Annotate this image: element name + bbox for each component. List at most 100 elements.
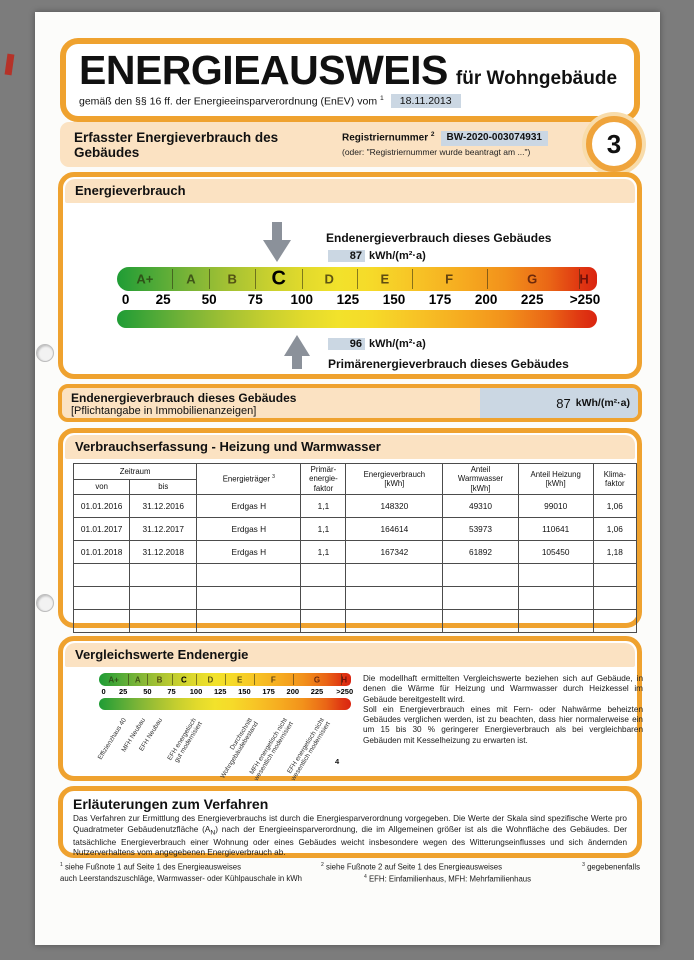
table-row bbox=[72, 563, 638, 588]
end-band-title: Endenergieverbrauch dieses Gebäudes bbox=[71, 391, 297, 405]
table-cell: 01.01.2018 bbox=[72, 540, 131, 565]
class-divider bbox=[209, 269, 211, 289]
class-divider bbox=[147, 674, 149, 685]
footnote-ref-4: 4 bbox=[335, 757, 340, 766]
scale-tick: 175 bbox=[428, 292, 452, 307]
energy-class-c: C bbox=[181, 675, 187, 684]
scale-tick: 200 bbox=[474, 292, 498, 307]
primary-energy-value-field: 96 bbox=[328, 338, 365, 350]
class-divider bbox=[341, 674, 343, 685]
section-header: Verbrauchserfassung - Heizung und Warmwa… bbox=[65, 435, 635, 459]
page-title: ENERGIEAUSWEIS bbox=[79, 47, 448, 93]
class-divider bbox=[486, 269, 488, 289]
class-divider bbox=[253, 674, 255, 685]
comparison-class-bar: A+ A B C D E F G H bbox=[99, 673, 351, 686]
col-header: Primär- energie- faktor bbox=[300, 462, 347, 496]
table-cell: 31.12.2017 bbox=[129, 517, 198, 542]
certificate-page: ENERGIEAUSWEIS für Wohngebäude gemäß den… bbox=[35, 12, 660, 945]
table-cell bbox=[196, 609, 302, 634]
primary-energy-value: 96 kWh/(m²·a) bbox=[328, 338, 426, 350]
table-cell: Erdgas H bbox=[196, 540, 302, 565]
scale-tick: 25 bbox=[155, 292, 171, 307]
energy-class-e: E bbox=[236, 675, 243, 684]
energy-class-a: A bbox=[134, 675, 141, 684]
registration-alt-note: (oder: "Registriernummer wurde beantragt… bbox=[342, 147, 531, 158]
endenergy-value: 87 kWh/(m²·a) bbox=[328, 250, 426, 262]
scale-tick: 100 bbox=[189, 687, 203, 696]
end-band-subtitle: [Pflichtangabe in Immobilienanzeigen] bbox=[71, 405, 257, 417]
table-cell bbox=[72, 563, 131, 588]
col-zeitraum: Zeitraum bbox=[72, 463, 198, 480]
comparison-labels: Effizienzhaus 40 MFH Neubau EFH Neubau EFH … bbox=[96, 713, 351, 782]
footnote-3-cont: auch Leerstandszuschläge, Warmwasser- od… bbox=[60, 873, 302, 883]
energy-class-bar: A+ A B C D E F G H bbox=[117, 267, 597, 291]
energy-class-a+: A+ bbox=[108, 675, 119, 684]
table-cell bbox=[300, 563, 347, 588]
table-cell: 148320 bbox=[345, 494, 444, 519]
registration-label: Registriernummer 2 bbox=[342, 131, 435, 144]
section-vergleichswerte: Vergleichswerte Endenergie A+ A B C D E F G H 0 2… bbox=[58, 636, 643, 782]
table-cell bbox=[300, 609, 347, 634]
table-cell bbox=[592, 563, 638, 588]
endenergy-value-field: 87 bbox=[328, 250, 365, 262]
scale-tick: 75 bbox=[247, 292, 263, 307]
table-cell bbox=[517, 563, 594, 588]
table-cell: 1,18 bbox=[592, 540, 638, 565]
table-cell bbox=[129, 586, 198, 611]
page-title-suffix: für Wohngebäude bbox=[455, 68, 618, 89]
table-cell bbox=[517, 586, 594, 611]
table-row: 01.01.2018 31.12.2018 Erdgas H 1,1 167342 618… bbox=[72, 540, 638, 565]
punch-hole bbox=[36, 594, 54, 612]
registration-block: Registriernummer 2 BW-2020-003074931 (od… bbox=[342, 130, 548, 158]
col-header: von bbox=[72, 478, 131, 496]
energy-class-d: D bbox=[324, 271, 334, 287]
scale-tick: 0 bbox=[121, 292, 130, 307]
scale-tick: 125 bbox=[336, 292, 360, 307]
col-header: Energieträger 3 bbox=[196, 462, 302, 496]
footnote-3-start: 3 gegebenenfalls bbox=[582, 862, 640, 872]
table-cell: 49310 bbox=[442, 494, 519, 519]
section-erlaeuterungen: Erläuterungen zum Verfahren Das Verfahre… bbox=[58, 786, 642, 858]
scale-tick: 225 bbox=[310, 687, 324, 696]
endenergy-label: Endenergieverbrauch dieses Gebäudes bbox=[326, 231, 552, 245]
table-row bbox=[72, 609, 638, 634]
table-cell: 31.12.2018 bbox=[129, 540, 198, 565]
primary-energy-unit: kWh/(m²·a) bbox=[369, 338, 426, 350]
table-cell bbox=[592, 586, 638, 611]
energy-scale-ticks: 0 25 50 75 100 125 150 175 200 225 >250 bbox=[117, 292, 600, 309]
page-number-badge: 3 bbox=[586, 116, 642, 172]
energy-class-d: D bbox=[207, 675, 214, 684]
table-cell bbox=[345, 586, 444, 611]
comparison-scale: A+ A B C D E F G H 0 25 50 75 100 125 150 175 200 225 >250… bbox=[96, 673, 353, 782]
comparison-text: Die modellhaft ermittelten Vergleichswer… bbox=[363, 674, 643, 745]
class-divider bbox=[172, 269, 174, 289]
table-cell bbox=[300, 586, 347, 611]
scale-tick: 175 bbox=[262, 687, 275, 696]
energy-class-a: A bbox=[186, 271, 196, 287]
table-cell bbox=[345, 563, 444, 588]
section-energieverbrauch: Energieverbrauch Endenergieverbrauch die… bbox=[58, 172, 642, 379]
table-cell: 1,1 bbox=[300, 494, 347, 519]
comparison-scale-ticks: 0 25 50 75 100 125 150 175 200 225 >250 bbox=[99, 687, 353, 697]
up-arrow-icon bbox=[284, 335, 310, 369]
title-box: ENERGIEAUSWEIS für Wohngebäude gemäß den… bbox=[60, 38, 640, 122]
table-cell bbox=[442, 609, 519, 634]
energy-class-f: F bbox=[270, 675, 276, 684]
class-divider bbox=[255, 269, 257, 289]
table-cell: Erdgas H bbox=[196, 517, 302, 542]
procedure-text: Das Verfahren zur Ermittlung des Energie… bbox=[73, 814, 627, 858]
section-verbrauchserfassung: Verbrauchserfassung - Heizung und Warmwa… bbox=[58, 428, 642, 634]
class-divider bbox=[412, 269, 414, 289]
primary-energy-label: Primärenergieverbrauch dieses Gebäudes bbox=[328, 357, 569, 371]
table-cell: 61892 bbox=[442, 540, 519, 565]
table-cell bbox=[72, 609, 131, 634]
table-cell bbox=[442, 586, 519, 611]
footnote-4: 4 EFH: Einfamilienhaus, MFH: Mehrfamilie… bbox=[363, 873, 532, 884]
table-cell: Erdgas H bbox=[196, 494, 302, 519]
band-title: Erfasster Energieverbrauch des Gebäudes bbox=[74, 129, 279, 160]
energy-class-g: G bbox=[313, 675, 321, 684]
down-arrow-icon bbox=[263, 222, 291, 262]
energy-class-b: B bbox=[156, 675, 163, 684]
class-divider bbox=[171, 674, 173, 685]
table-cell bbox=[196, 563, 302, 588]
